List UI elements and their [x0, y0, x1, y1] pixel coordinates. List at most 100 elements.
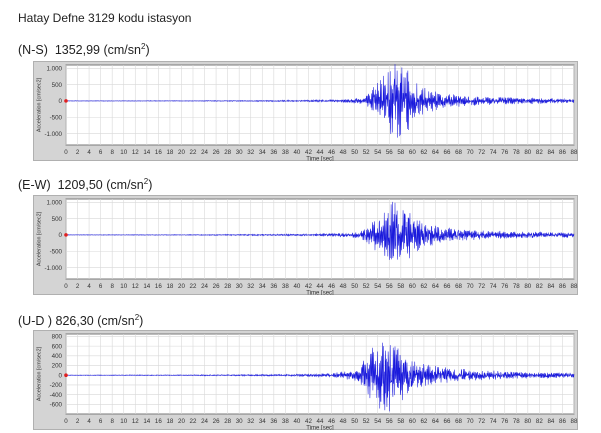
x-tick-label: 10	[120, 149, 127, 156]
y-tick-label: 500	[52, 82, 63, 89]
x-tick-label: 26	[213, 418, 220, 425]
x-tick-label: 52	[363, 418, 370, 425]
y-tick-label: -400	[50, 392, 63, 399]
unit-close: )	[145, 43, 150, 57]
x-tick-label: 70	[467, 149, 474, 156]
x-tick-label: 88	[571, 283, 578, 290]
x-tick-label: 34	[259, 149, 266, 156]
ew-peak-label: (E-W) 1209,50 (cm/sn2)	[18, 177, 152, 192]
x-tick-label: 68	[455, 283, 462, 290]
chart-svg: 0 2 4 6 8 10 12 14 16 18 20 22 24 26 28 30 32 34 36 38 40 42 4…	[33, 61, 578, 161]
x-tick-label: 36	[270, 149, 277, 156]
x-tick-label: 66	[444, 149, 451, 156]
y-axis-title: Acceleration [cm/sec2]	[37, 346, 43, 401]
x-tick-label: 74	[490, 149, 497, 156]
x-tick-label: 22	[190, 149, 197, 156]
x-tick-label: 62	[420, 149, 427, 156]
y-tick-label: 400	[52, 353, 63, 360]
x-tick-label: 26	[213, 283, 220, 290]
x-tick-label: 42	[305, 283, 312, 290]
x-tick-label: 62	[420, 418, 427, 425]
x-tick-label: 18	[166, 418, 173, 425]
x-tick-label: 38	[282, 283, 289, 290]
unit-superscript: 2	[143, 177, 149, 186]
x-tick-label: 76	[501, 418, 508, 425]
x-tick-label: 78	[513, 418, 520, 425]
y-tick-label: 1.000	[47, 199, 63, 206]
y-axis-title: Acceleration [cm/sec2]	[37, 211, 43, 266]
x-tick-label: 28	[224, 283, 231, 290]
peak-value: 1209,50	[57, 178, 103, 192]
x-tick-label: 20	[178, 149, 185, 156]
x-axis-title: Time [sec]	[306, 157, 334, 162]
x-tick-label: 58	[397, 149, 404, 156]
origin-marker	[64, 373, 68, 378]
origin-marker	[64, 233, 68, 237]
x-tick-label: 62	[420, 283, 427, 290]
x-tick-label: 70	[467, 283, 474, 290]
ud-accelerogram-chart: 0 2 4 6 8 10 12 14 16 18 20 22 24 26 28 30 32 34 36 38 40 42 4…	[33, 330, 578, 430]
origin-marker	[64, 99, 68, 103]
x-tick-label: 12	[132, 149, 139, 156]
x-tick-label: 50	[351, 418, 358, 425]
x-tick-label: 54	[374, 418, 381, 425]
x-tick-label: 30	[236, 149, 243, 156]
y-tick-label: -500	[50, 248, 63, 255]
y-tick-label: -200	[50, 382, 63, 389]
x-tick-label: 40	[293, 283, 300, 290]
x-tick-label: 56	[386, 283, 393, 290]
x-tick-label: 66	[444, 283, 451, 290]
y-tick-label: 800	[52, 334, 63, 341]
x-tick-label: 84	[547, 149, 554, 156]
acceleration-trace	[65, 201, 575, 260]
x-tick-label: 50	[351, 149, 358, 156]
ud-peak-label: (U-D ) 826,30 (cm/sn2)	[18, 313, 143, 328]
x-tick-label: 46	[328, 418, 335, 425]
x-tick-label: 4	[87, 149, 91, 156]
unit-superscript: 2	[140, 42, 146, 51]
x-tick-label: 82	[536, 283, 543, 290]
x-tick-label: 48	[340, 283, 347, 290]
x-tick-label: 0	[64, 149, 68, 156]
x-tick-label: 32	[247, 418, 254, 425]
x-tick-label: 66	[444, 418, 451, 425]
x-tick-label: 50	[351, 283, 358, 290]
x-tick-label: 82	[536, 149, 543, 156]
x-tick-label: 36	[270, 283, 277, 290]
x-tick-label: 34	[259, 418, 266, 425]
x-tick-label: 64	[432, 149, 439, 156]
x-tick-label: 22	[190, 283, 197, 290]
x-tick-label: 52	[363, 283, 370, 290]
x-tick-label: 60	[409, 149, 416, 156]
acceleration-trace	[65, 342, 575, 412]
y-tick-label: -1.000	[44, 265, 62, 272]
y-axis-title: Acceleration [cm/sec2]	[37, 77, 43, 132]
x-tick-label: 40	[293, 149, 300, 156]
x-tick-label: 30	[236, 418, 243, 425]
x-tick-label: 86	[559, 418, 566, 425]
chart-svg: 0 2 4 6 8 10 12 14 16 18 20 22 24 26 28 30 32 34 36 38 40 42 4…	[33, 195, 578, 295]
y-tick-label: 0	[59, 372, 63, 379]
x-tick-label: 72	[478, 149, 485, 156]
x-tick-label: 80	[524, 418, 531, 425]
x-axis-title: Time [sec]	[306, 291, 334, 296]
x-tick-label: 44	[317, 149, 324, 156]
x-tick-label: 12	[132, 418, 139, 425]
x-tick-label: 72	[478, 283, 485, 290]
x-tick-label: 82	[536, 418, 543, 425]
x-tick-label: 6	[99, 149, 103, 156]
x-tick-label: 58	[397, 283, 404, 290]
x-tick-label: 38	[282, 418, 289, 425]
x-tick-label: 88	[571, 149, 578, 156]
y-tick-label: 500	[52, 216, 63, 223]
page-title: Hatay Defne 3129 kodu istasyon	[18, 11, 192, 25]
component-label: (U-D )	[18, 314, 53, 328]
x-tick-label: 10	[120, 418, 127, 425]
x-tick-label: 30	[236, 283, 243, 290]
x-tick-label: 16	[155, 418, 162, 425]
component-label: (N-S)	[18, 43, 48, 57]
component-label: (E-W)	[18, 178, 51, 192]
x-tick-label: 6	[99, 418, 103, 425]
x-tick-label: 46	[328, 283, 335, 290]
x-tick-label: 64	[432, 418, 439, 425]
